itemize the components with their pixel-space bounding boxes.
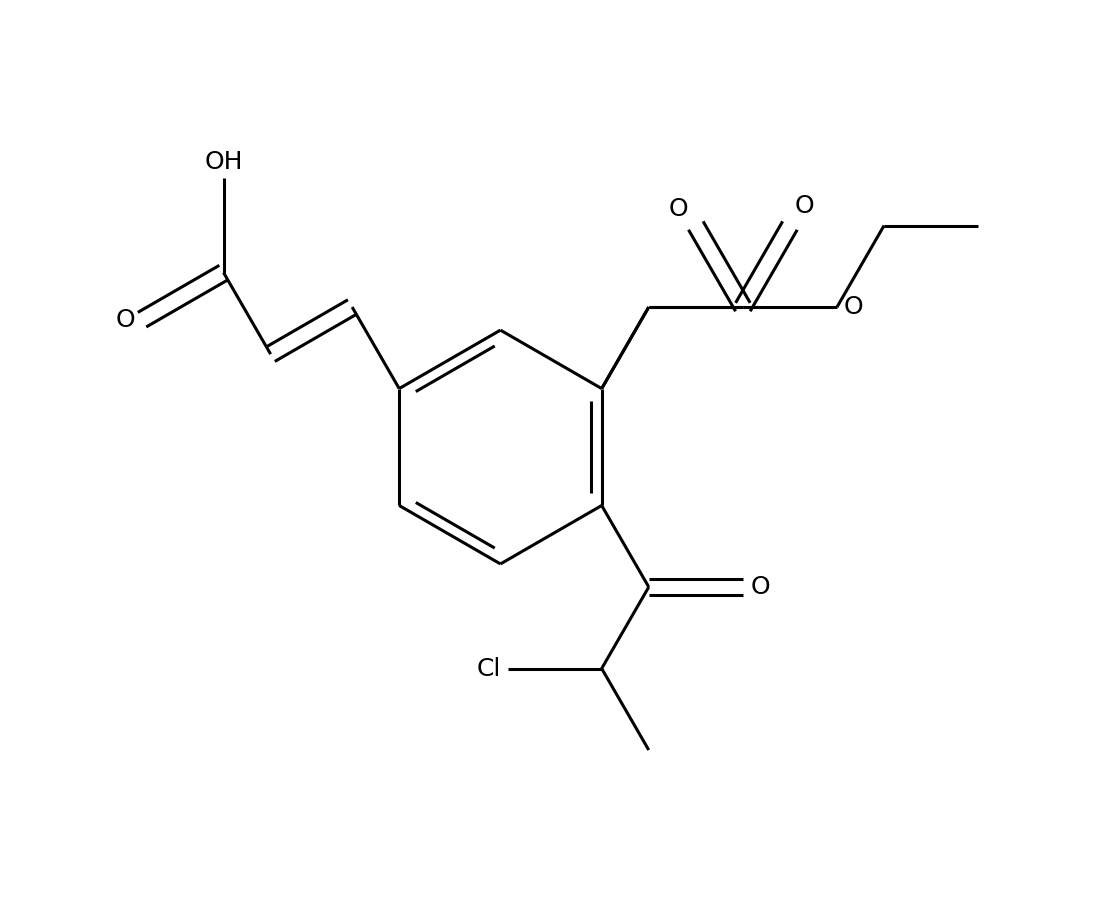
Text: O: O (844, 295, 864, 319)
Text: O: O (115, 308, 135, 332)
Text: OH: OH (204, 150, 243, 173)
Text: Cl: Cl (477, 657, 501, 680)
Text: O: O (669, 197, 688, 221)
Text: O: O (751, 575, 770, 599)
Text: O: O (795, 194, 814, 217)
